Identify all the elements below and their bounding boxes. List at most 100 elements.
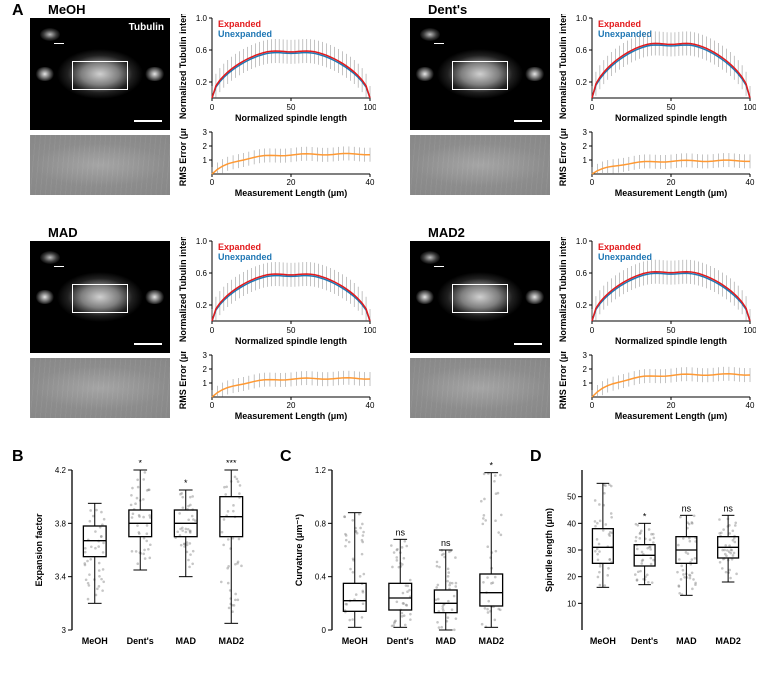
svg-text:Unexpanded: Unexpanded bbox=[598, 252, 652, 262]
svg-text:MAD: MAD bbox=[176, 636, 197, 646]
intensity-chart-meoh: 0.20.61.0050100ExpandedUnexpandedNormali… bbox=[176, 14, 376, 124]
svg-text:MAD2: MAD2 bbox=[218, 636, 244, 646]
tubulin-label: Tubulin bbox=[129, 22, 164, 33]
svg-text:Dent's: Dent's bbox=[387, 636, 414, 646]
svg-text:Expanded: Expanded bbox=[218, 19, 261, 29]
zoom-meoh bbox=[30, 135, 170, 195]
svg-text:Curvature (μm⁻¹): Curvature (μm⁻¹) bbox=[294, 514, 304, 586]
rms-chart-mad: 12302040Measurement Length (μm)RMS Error… bbox=[176, 351, 376, 421]
svg-text:***: *** bbox=[226, 460, 237, 468]
svg-text:Measurement Length (μm): Measurement Length (μm) bbox=[615, 188, 728, 198]
intensity-chart-mad: 0.20.61.0050100ExpandedUnexpandedNormali… bbox=[176, 237, 376, 347]
intensity-chart-mad2: 0.2 0.6 1.0 0 50 100 ExpandedUnexpanded Normali… bbox=[556, 237, 756, 347]
micrograph-mad2 bbox=[410, 241, 550, 353]
svg-text:50: 50 bbox=[667, 103, 676, 112]
svg-text:*: * bbox=[184, 478, 188, 488]
svg-text:Expansion factor: Expansion factor bbox=[34, 513, 44, 587]
svg-text:20: 20 bbox=[667, 401, 676, 410]
svg-text:0: 0 bbox=[322, 626, 327, 635]
svg-text:0.6: 0.6 bbox=[576, 46, 588, 55]
svg-text:ns: ns bbox=[441, 538, 451, 548]
svg-text:20: 20 bbox=[287, 401, 296, 410]
svg-text:0: 0 bbox=[210, 178, 215, 187]
zoom-mad bbox=[30, 358, 170, 418]
svg-text:Expanded: Expanded bbox=[218, 242, 261, 252]
zoom-dents bbox=[410, 135, 550, 195]
svg-text:3: 3 bbox=[203, 351, 208, 360]
rms-chart-meoh: 12302040Measurement Length (μm)RMS Error… bbox=[176, 128, 376, 198]
svg-text:Measurement Length (μm): Measurement Length (μm) bbox=[615, 411, 728, 421]
svg-text:50: 50 bbox=[287, 103, 296, 112]
svg-text:0: 0 bbox=[590, 103, 595, 112]
svg-text:1: 1 bbox=[583, 156, 588, 165]
svg-text:RMS Error (μm): RMS Error (μm) bbox=[558, 128, 568, 186]
panel-a-label: A bbox=[12, 2, 24, 20]
svg-text:MeOH: MeOH bbox=[342, 636, 368, 646]
svg-text:MAD2: MAD2 bbox=[715, 636, 741, 646]
svg-text:Unexpanded: Unexpanded bbox=[218, 29, 272, 39]
svg-text:2: 2 bbox=[203, 365, 208, 374]
svg-text:100: 100 bbox=[743, 326, 756, 335]
svg-text:0.2: 0.2 bbox=[576, 78, 588, 87]
svg-text:3: 3 bbox=[62, 626, 67, 635]
svg-text:50: 50 bbox=[667, 326, 676, 335]
svg-text:4.2: 4.2 bbox=[55, 466, 67, 475]
svg-text:Dent's: Dent's bbox=[127, 636, 154, 646]
label-mad: MAD bbox=[48, 225, 78, 240]
rms-chart-mad2: 12302040Measurement Length (μm)RMS Error… bbox=[556, 351, 756, 421]
label-meoh: MeOH bbox=[48, 2, 86, 17]
svg-text:2: 2 bbox=[583, 365, 588, 374]
svg-text:Normalized spindle length: Normalized spindle length bbox=[615, 336, 727, 346]
svg-text:Normalized Tubulin intensity: Normalized Tubulin intensity bbox=[558, 14, 568, 119]
svg-text:40: 40 bbox=[746, 178, 755, 187]
svg-text:0.2: 0.2 bbox=[196, 78, 208, 87]
svg-text:40: 40 bbox=[567, 519, 576, 528]
svg-text:40: 40 bbox=[366, 178, 375, 187]
svg-text:20: 20 bbox=[567, 573, 576, 582]
svg-text:0: 0 bbox=[210, 326, 215, 335]
svg-text:40: 40 bbox=[746, 401, 755, 410]
svg-text:0.2: 0.2 bbox=[576, 301, 588, 310]
svg-text:20: 20 bbox=[287, 178, 296, 187]
micrograph-dents bbox=[410, 18, 550, 130]
svg-text:*: * bbox=[489, 461, 493, 471]
svg-text:*: * bbox=[643, 511, 647, 521]
svg-text:Normalized spindle length: Normalized spindle length bbox=[235, 336, 347, 346]
svg-text:Expanded: Expanded bbox=[598, 242, 641, 252]
svg-text:1: 1 bbox=[203, 156, 208, 165]
svg-text:Unexpanded: Unexpanded bbox=[598, 29, 652, 39]
svg-text:0: 0 bbox=[210, 401, 215, 410]
svg-text:1.0: 1.0 bbox=[196, 14, 208, 23]
svg-text:30: 30 bbox=[567, 546, 576, 555]
label-mad2: MAD2 bbox=[428, 225, 465, 240]
svg-text:3: 3 bbox=[203, 128, 208, 137]
svg-text:100: 100 bbox=[363, 326, 376, 335]
svg-text:1.0: 1.0 bbox=[576, 14, 588, 23]
svg-text:3.8: 3.8 bbox=[55, 519, 67, 528]
svg-text:Spindle length (μm): Spindle length (μm) bbox=[544, 508, 554, 592]
svg-text:40: 40 bbox=[366, 401, 375, 410]
svg-text:0: 0 bbox=[590, 326, 595, 335]
svg-text:RMS Error (μm): RMS Error (μm) bbox=[558, 351, 568, 409]
svg-text:Normalized spindle length: Normalized spindle length bbox=[235, 113, 347, 123]
svg-text:0: 0 bbox=[590, 178, 595, 187]
svg-text:0.2: 0.2 bbox=[196, 301, 208, 310]
svg-text:3: 3 bbox=[583, 128, 588, 137]
svg-text:Unexpanded: Unexpanded bbox=[218, 252, 272, 262]
svg-text:20: 20 bbox=[667, 178, 676, 187]
svg-text:Normalized Tubulin intensity: Normalized Tubulin intensity bbox=[178, 14, 188, 119]
svg-text:10: 10 bbox=[567, 599, 576, 608]
svg-text:MeOH: MeOH bbox=[82, 636, 108, 646]
svg-text:0.6: 0.6 bbox=[196, 269, 208, 278]
svg-text:MAD2: MAD2 bbox=[478, 636, 504, 646]
rms-chart-dents: 12302040Measurement Length (μm)RMS Error… bbox=[556, 128, 756, 198]
svg-text:RMS Error (μm): RMS Error (μm) bbox=[178, 128, 188, 186]
svg-text:100: 100 bbox=[363, 103, 376, 112]
micrograph-meoh: Tubulin bbox=[30, 18, 170, 130]
svg-text:ns: ns bbox=[395, 527, 405, 537]
svg-text:MAD: MAD bbox=[676, 636, 697, 646]
svg-text:Normalized Tubulin intensity: Normalized Tubulin intensity bbox=[558, 237, 568, 342]
svg-text:0.6: 0.6 bbox=[576, 269, 588, 278]
svg-text:0: 0 bbox=[590, 401, 595, 410]
svg-text:1.0: 1.0 bbox=[576, 237, 588, 246]
